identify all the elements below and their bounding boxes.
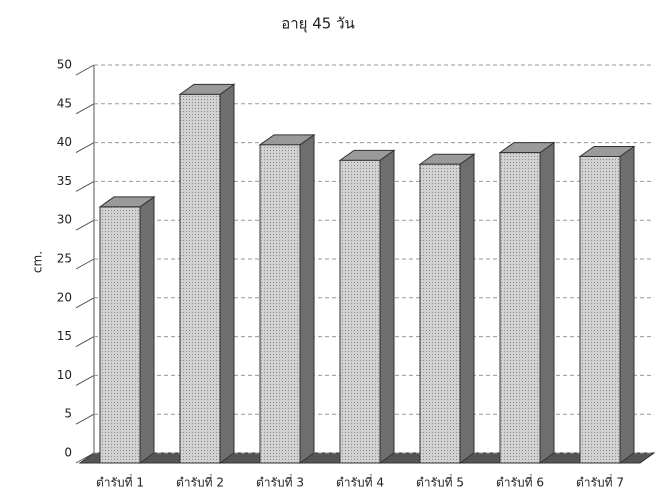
y-tick-label: 45 bbox=[57, 96, 72, 110]
y-tick bbox=[75, 64, 95, 76]
y-tick bbox=[75, 258, 95, 270]
y-tick-label: 25 bbox=[57, 252, 72, 266]
y-tick bbox=[75, 142, 95, 154]
bar bbox=[339, 159, 381, 464]
bar-side bbox=[299, 133, 315, 464]
y-tick bbox=[75, 336, 95, 348]
x-tick-label: ตำรับที่ 5 bbox=[416, 474, 464, 490]
bar bbox=[179, 93, 221, 464]
y-tick bbox=[75, 452, 95, 464]
bar-side bbox=[619, 145, 635, 464]
y-tick-label: 20 bbox=[57, 290, 72, 304]
y-tick bbox=[75, 374, 95, 386]
x-tick-label: ตำรับที่ 2 bbox=[176, 474, 224, 490]
y-tick-label: 5 bbox=[64, 407, 72, 421]
bar bbox=[579, 155, 621, 464]
y-tick-label: 30 bbox=[57, 213, 72, 227]
bar-side bbox=[539, 141, 555, 464]
x-tick-label: ตำรับที่ 1 bbox=[96, 474, 144, 490]
x-tick-label: ตำรับที่ 3 bbox=[256, 474, 304, 490]
y-tick bbox=[75, 297, 95, 309]
y-tick bbox=[75, 103, 95, 115]
y-axis-label: cm. bbox=[31, 251, 45, 273]
x-tick-label: ตำรับที่ 7 bbox=[576, 474, 624, 490]
y-tick-label: 0 bbox=[64, 446, 72, 460]
x-tick-label: ตำรับที่ 4 bbox=[336, 474, 384, 490]
x-tick-label: ตำรับที่ 6 bbox=[496, 474, 544, 490]
y-tick-label: 40 bbox=[57, 135, 72, 149]
bar bbox=[259, 144, 301, 464]
bar bbox=[419, 163, 461, 464]
bar-side bbox=[459, 153, 475, 464]
y-tick bbox=[75, 219, 95, 231]
y-tick-label: 10 bbox=[57, 368, 72, 382]
y-tick-label: 50 bbox=[57, 58, 72, 72]
y-tick-label: 15 bbox=[57, 329, 72, 343]
bar-side bbox=[379, 149, 395, 464]
chart-title: อายุ 45 วัน bbox=[281, 15, 355, 34]
y-tick-label: 35 bbox=[57, 174, 72, 188]
bar-side bbox=[139, 195, 155, 464]
y-tick bbox=[75, 413, 95, 425]
y-tick bbox=[75, 180, 95, 192]
bar bbox=[499, 152, 541, 464]
bar-side bbox=[219, 83, 235, 464]
bar bbox=[99, 206, 141, 464]
